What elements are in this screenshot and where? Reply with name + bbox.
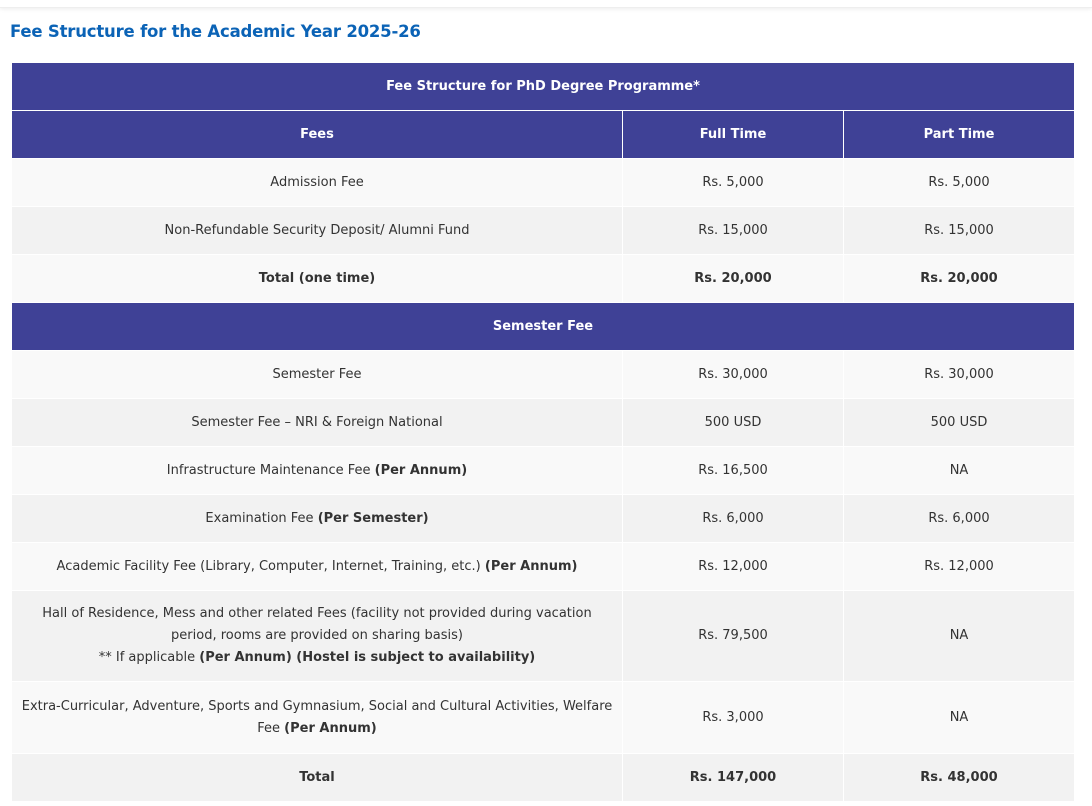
part-time-amount: Rs. 20,000 — [843, 254, 1075, 303]
fee-name-cell: Extra-Curricular, Adventure, Sports and … — [11, 681, 623, 754]
amount-value: Rs. 16,500 — [698, 462, 768, 478]
total-row: Total (one time) Rs. 20,000 Rs. 20,000 — [11, 254, 1075, 303]
table-row: Extra-Curricular, Adventure, Sports and … — [11, 681, 1075, 754]
fee-qualifier: (Per Annum) — [484, 558, 578, 574]
fee-label: Hall of Residence, Mess and other relate… — [42, 606, 592, 643]
part-time-amount: NA — [843, 446, 1075, 495]
fee-table: Fee Structure for PhD Degree Programme* … — [11, 62, 1075, 802]
full-time-amount: Rs. 15,000 — [622, 206, 844, 255]
amount-value: Rs. 12,000 — [924, 558, 994, 574]
table-row: Infrastructure Maintenance Fee (Per Annu… — [11, 446, 1075, 495]
full-time-amount: Rs. 6,000 — [622, 494, 844, 543]
amount-value: Rs. 48,000 — [920, 769, 998, 785]
amount-value: Rs. 30,000 — [698, 366, 768, 382]
full-time-amount: Rs. 12,000 — [622, 542, 844, 591]
amount-value: Rs. 15,000 — [698, 222, 768, 238]
fee-name-cell: Total (one time) — [11, 254, 623, 303]
table-row: Admission Fee Rs. 5,000 Rs. 5,000 — [11, 158, 1075, 207]
fee-name-cell: Total — [11, 753, 623, 802]
fee-note-qualifier: (Per Annum) (Hostel is subject to availa… — [199, 650, 536, 665]
part-time-amount: Rs. 30,000 — [843, 350, 1075, 399]
page-heading: Fee Structure for the Academic Year 2025… — [10, 22, 421, 41]
amount-value: Rs. 20,000 — [920, 270, 998, 286]
fee-name-cell: Examination Fee (Per Semester) — [11, 494, 623, 543]
amount-value: Rs. 20,000 — [694, 270, 772, 286]
part-time-amount: Rs. 48,000 — [843, 753, 1075, 802]
fee-qualifier: (Per Annum) — [284, 720, 377, 736]
amount-value: NA — [949, 709, 969, 725]
table-title: Fee Structure for PhD Degree Programme* — [11, 62, 1075, 111]
full-time-amount: Rs. 5,000 — [622, 158, 844, 207]
table-row: Examination Fee (Per Semester) Rs. 6,000 R… — [11, 494, 1075, 543]
amount-value: Rs. 30,000 — [924, 366, 994, 382]
part-time-amount: Rs. 5,000 — [843, 158, 1075, 207]
fee-name-cell: Non-Refundable Security Deposit/ Alumni … — [11, 206, 623, 255]
full-time-amount: 500 USD — [622, 398, 844, 447]
amount-value: 500 USD — [930, 414, 988, 430]
full-time-amount: Rs. 147,000 — [622, 753, 844, 802]
table-row: Semester Fee Rs. 30,000 Rs. 30,000 — [11, 350, 1075, 399]
top-bar — [0, 0, 1092, 8]
table-row: Academic Facility Fee (Library, Computer… — [11, 542, 1075, 591]
amount-value: Rs. 15,000 — [924, 222, 994, 238]
amount-value: Rs. 12,000 — [698, 558, 768, 574]
fee-label: Semester Fee — [272, 366, 362, 382]
fee-label: Examination Fee — [205, 510, 314, 526]
fee-qualifier: Total — [299, 769, 335, 785]
fee-qualifier: Total (one time) — [258, 270, 376, 286]
part-time-amount: Rs. 6,000 — [843, 494, 1075, 543]
fee-name-cell: Academic Facility Fee (Library, Computer… — [11, 542, 623, 591]
amount-value: 500 USD — [704, 414, 762, 430]
full-time-amount: Rs. 16,500 — [622, 446, 844, 495]
amount-value: Rs. 6,000 — [928, 510, 990, 526]
part-time-amount: NA — [843, 681, 1075, 754]
fee-name-cell: Semester Fee – NRI & Foreign National — [11, 398, 623, 447]
fee-note: ** If applicable — [98, 650, 196, 665]
column-header-fees: Fees — [11, 110, 623, 159]
full-time-amount: Rs. 20,000 — [622, 254, 844, 303]
fee-name-cell: Infrastructure Maintenance Fee (Per Annu… — [11, 446, 623, 495]
amount-value: Rs. 5,000 — [928, 174, 990, 190]
amount-value: Rs. 5,000 — [702, 174, 764, 190]
fee-label: Semester Fee – NRI & Foreign National — [191, 414, 443, 430]
section-title-semester-fee: Semester Fee — [11, 302, 1075, 351]
fee-label: Infrastructure Maintenance Fee — [166, 462, 371, 478]
fee-qualifier: (Per Semester) — [317, 510, 429, 526]
fee-qualifier: (Per Annum) — [374, 462, 468, 478]
amount-value: Rs. 147,000 — [689, 769, 777, 785]
table-row: Semester Fee – NRI & Foreign National 500… — [11, 398, 1075, 447]
amount-value: NA — [949, 462, 969, 478]
one-time-fees: Admission Fee Rs. 5,000 Rs. 5,000 Non-Refun… — [11, 158, 1075, 303]
table-row: Hall of Residence, Mess and other relate… — [11, 590, 1075, 682]
fee-label: Extra-Curricular, Adventure, Sports and … — [21, 698, 613, 736]
fee-name-cell: Admission Fee — [11, 158, 623, 207]
full-time-amount: Rs. 3,000 — [622, 681, 844, 754]
fee-label: Academic Facility Fee (Library, Computer… — [56, 558, 481, 574]
fee-name-cell: Semester Fee — [11, 350, 623, 399]
full-time-amount: Rs. 79,500 — [622, 590, 844, 682]
amount-value: Rs. 3,000 — [702, 709, 764, 725]
part-time-amount: 500 USD — [843, 398, 1075, 447]
part-time-amount: Rs. 12,000 — [843, 542, 1075, 591]
fee-name-cell: Hall of Residence, Mess and other relate… — [11, 590, 623, 682]
amount-value: Rs. 79,500 — [698, 628, 768, 643]
amount-value: Rs. 6,000 — [702, 510, 764, 526]
fee-label: Admission Fee — [270, 174, 364, 190]
semester-fees: Semester Fee Rs. 30,000 Rs. 30,000 Semester… — [11, 350, 1075, 802]
fee-label: Non-Refundable Security Deposit/ Alumni … — [164, 222, 470, 238]
part-time-amount: Rs. 15,000 — [843, 206, 1075, 255]
amount-value: NA — [949, 628, 969, 643]
column-header-part-time: Part Time — [843, 110, 1075, 159]
part-time-amount: NA — [843, 590, 1075, 682]
full-time-amount: Rs. 30,000 — [622, 350, 844, 399]
table-row: Non-Refundable Security Deposit/ Alumni … — [11, 206, 1075, 255]
total-row: Total Rs. 147,000 Rs. 48,000 — [11, 753, 1075, 802]
column-header-full-time: Full Time — [622, 110, 844, 159]
